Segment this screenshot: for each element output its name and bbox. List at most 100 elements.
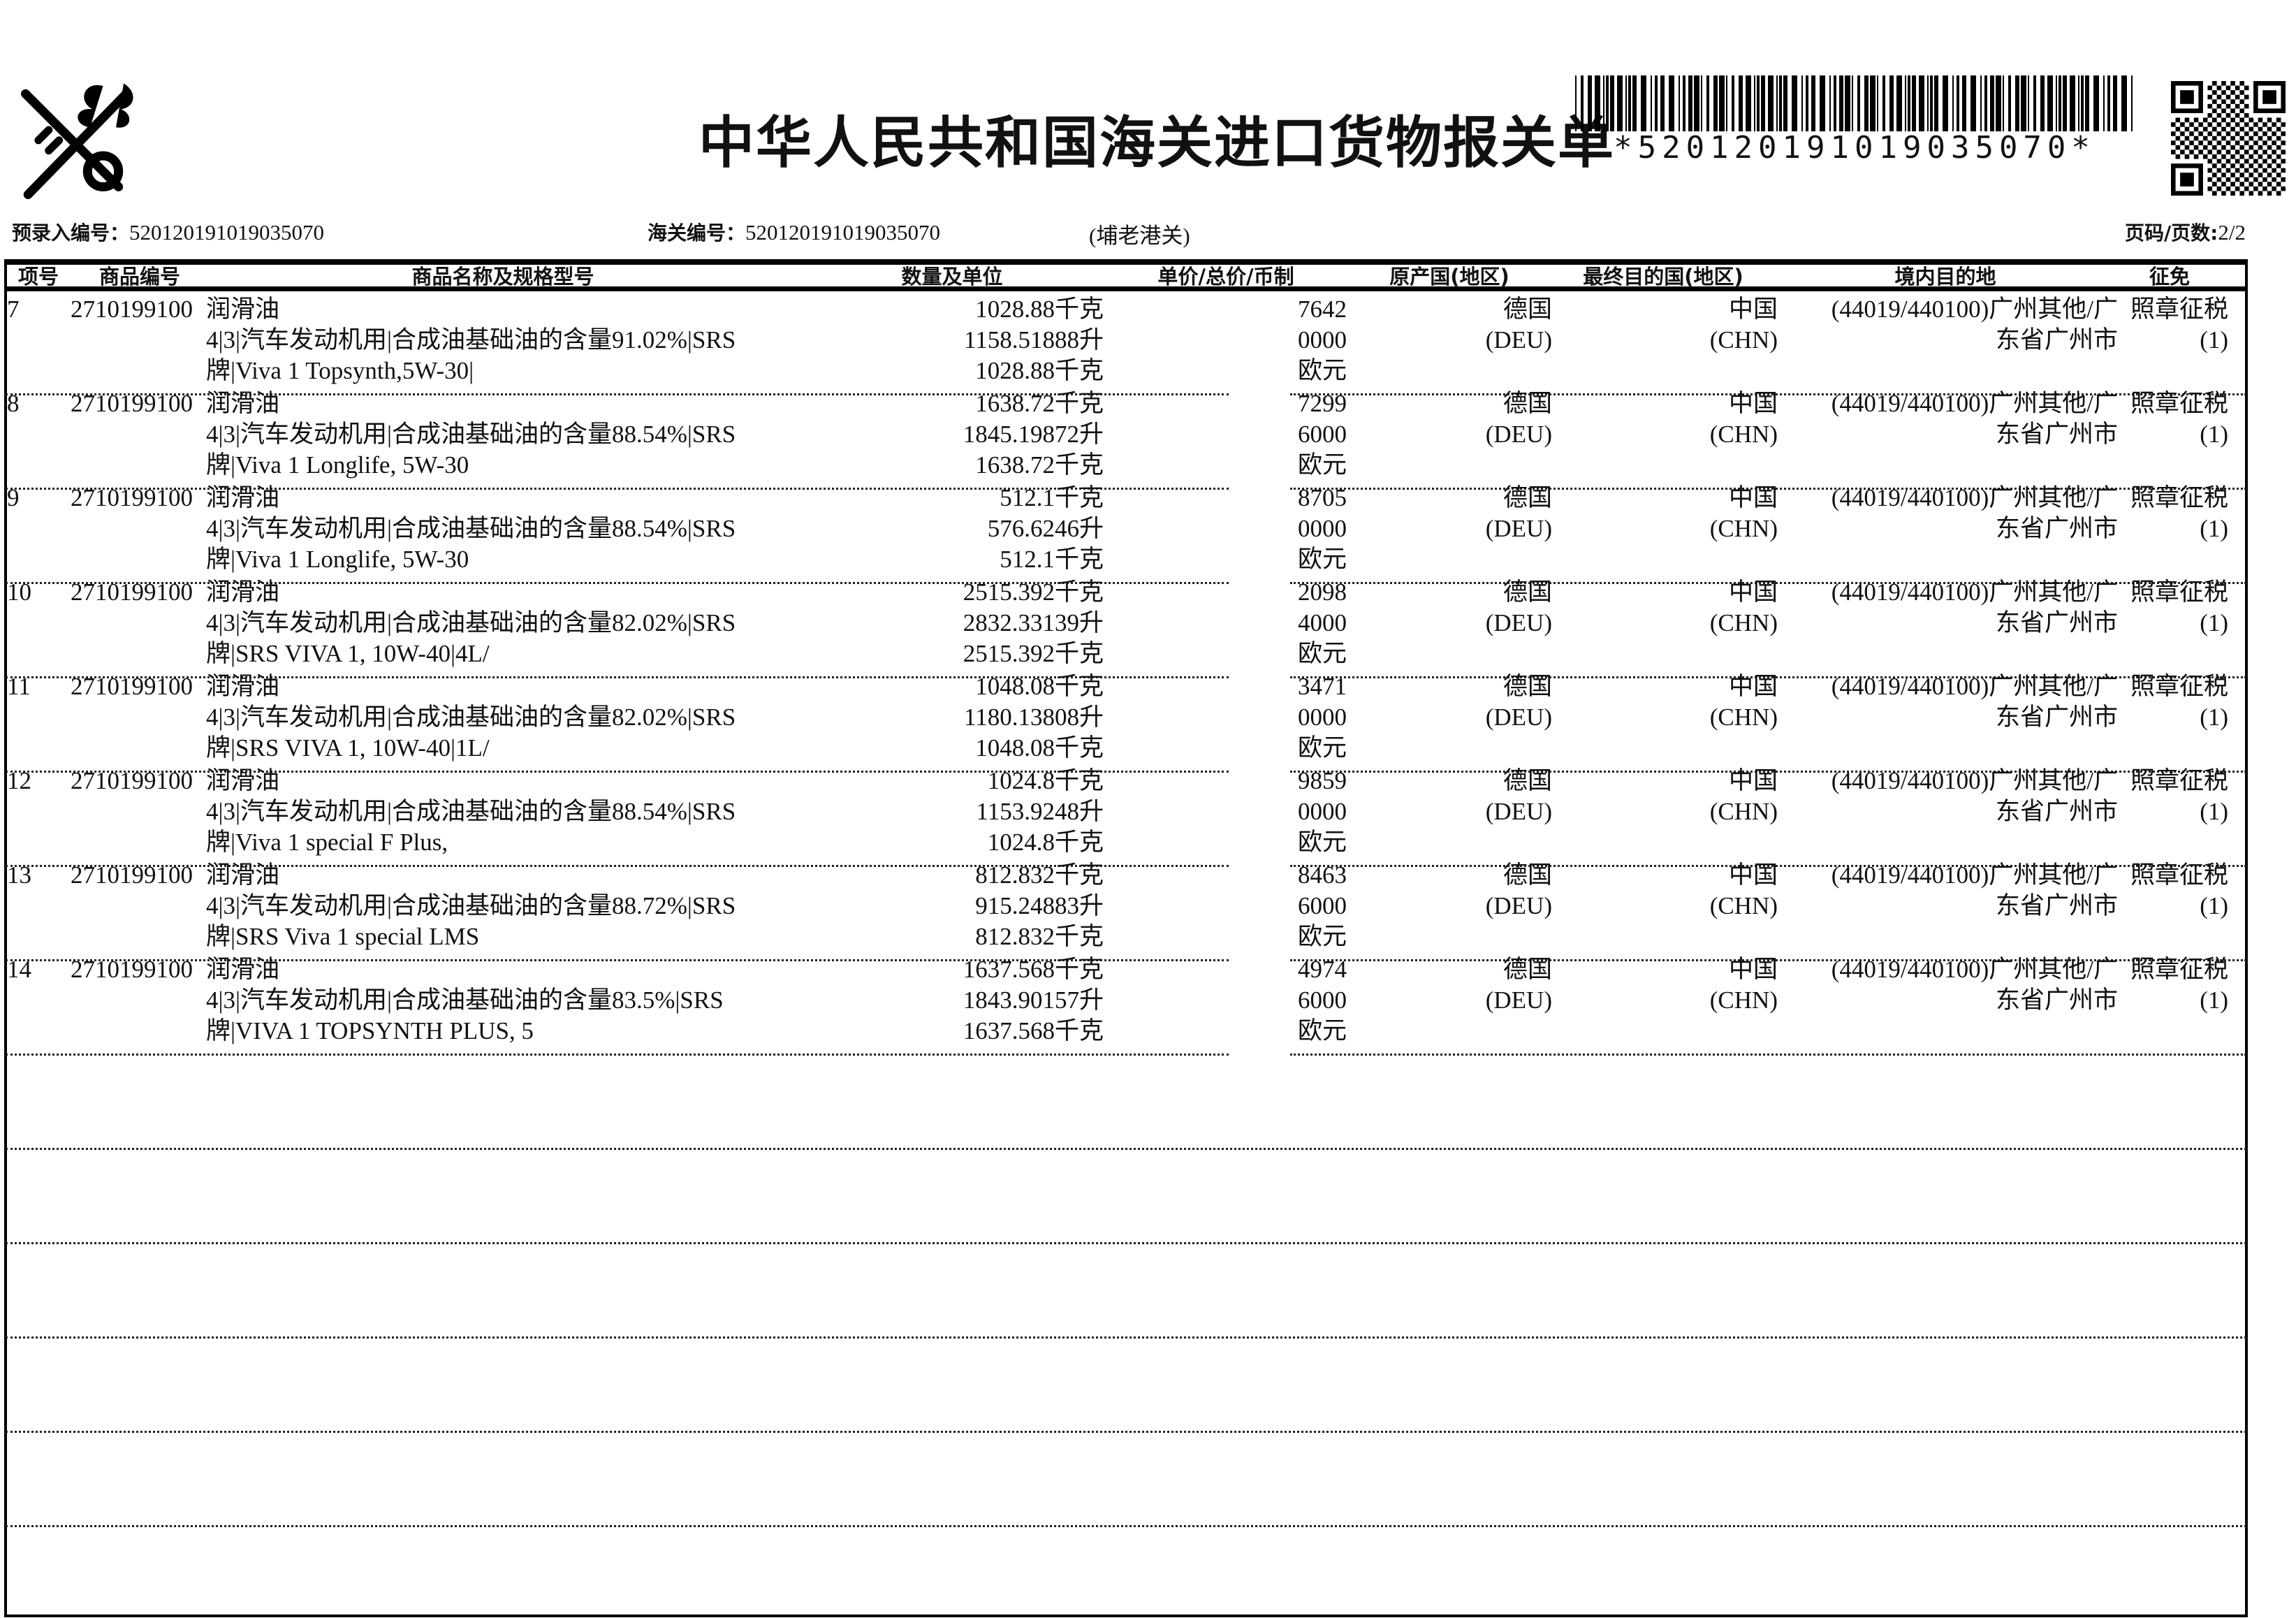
qr-module [2207,140,2213,145]
final-destination: (CHN) [1709,326,1778,354]
header-hs-code: 商品编号 [98,265,181,289]
qr-module [2258,117,2263,123]
qr-module [2221,81,2226,86]
barcode-bar [2093,75,2099,131]
qr-module [2175,126,2181,132]
qr-module [2239,182,2244,187]
qr-module [2258,182,2263,187]
qr-module [2225,122,2231,127]
barcode-bar [2059,75,2061,131]
qr-module [2239,163,2244,168]
barcode-bar [2103,75,2105,131]
qr-module [2221,173,2226,177]
row-separator [6,1054,1229,1056]
qr-module [2216,177,2222,182]
qr-module [2281,122,2286,127]
origin-country: (DEU) [1485,798,1552,825]
qr-module [2244,186,2249,191]
customs-value: 520120191019035070 [745,220,941,245]
row-separator [1290,393,2246,395]
qr-module [2249,136,2254,141]
product-name-line: 4|3|汽车发动机用|合成油基础油的含量88.72%|SRS [206,892,736,919]
qr-module [2267,173,2272,177]
price-line: 4000 [1298,609,1347,636]
final-destination: 中国 [1728,484,1778,511]
barcode-bar [1694,75,1699,131]
qr-module [2262,159,2267,164]
barcode-bar [1669,75,1674,131]
row-separator [1290,865,2246,867]
qr-module [2207,150,2213,154]
price-line: 8705 [1298,484,1347,511]
item-no: 8 [7,390,20,417]
quantity-line: 1638.72千克 [975,451,1104,479]
qr-module [2272,131,2276,136]
price-line: 7299 [1298,390,1347,417]
barcode-bar [1996,75,2001,131]
qr-module [2281,150,2286,154]
qr-module [2202,117,2208,123]
qr-module [2212,182,2217,187]
domestic-destination: 东省广州市 [1995,798,2118,825]
quantity-line: 1024.8千克 [987,767,1104,794]
levy-method: (1) [2200,892,2228,919]
barcode-bar [1655,75,1658,131]
qr-module [2253,186,2258,191]
row-separator [6,582,1229,584]
qr-module [2171,150,2176,154]
barcode-bar [2078,75,2079,131]
barcode-bar [1617,75,1623,131]
qr-module [2262,140,2267,145]
qr-module [2249,163,2254,168]
qr-module [2258,154,2263,159]
qr-module [2216,112,2222,118]
empty-row-separator [6,1525,2246,1527]
qr-module [2239,173,2244,177]
qr-module [2276,182,2281,187]
barcode-bar [1768,75,1774,131]
quantity-line: 915.24883升 [975,892,1104,919]
qr-module [2253,177,2258,182]
product-name-line: 润滑油 [206,578,280,606]
price-line: 欧元 [1298,546,1347,573]
qr-module [2258,173,2263,177]
qr-module [2180,173,2194,187]
product-name-line: 4|3|汽车发动机用|合成油基础油的含量88.54%|SRS [206,515,736,542]
barcode-bar [1610,75,1614,131]
levy-method: (1) [2200,986,2228,1014]
qr-module [2221,182,2226,187]
product-name-line: 牌|VIVA 1 TOPSYNTH PLUS, 5 [206,1017,534,1044]
price-line: 3471 [1298,673,1347,700]
qr-module [2239,108,2244,113]
qr-module [2239,154,2244,159]
qr-module [2221,191,2226,196]
barcode-bar [1588,75,1592,131]
qr-module [2230,90,2235,95]
qr-module [2244,94,2249,100]
barcode-bar [1651,75,1652,131]
qr-module [2212,90,2217,95]
quantity-line: 1843.90157升 [963,986,1104,1014]
qr-module [2249,182,2254,187]
domestic-destination: 东省广州市 [1995,421,2118,448]
pre-entry-value: 520120191019035070 [129,220,325,245]
row-separator [6,865,1229,867]
qr-module [2235,159,2240,164]
domestic-destination: (44019/440100)广州其他/广 [1831,767,2118,794]
qr-module [2184,154,2190,159]
qr-module [2272,122,2276,127]
product-name-line: 牌|Viva 1 Longlife, 5W-30 [206,546,469,573]
header-levy: 征免 [2149,265,2191,289]
qr-module [2272,168,2276,173]
qr-module [2207,159,2213,164]
quantity-line: 576.6246升 [987,515,1104,542]
qr-module [2202,136,2208,141]
product-name-line: 牌|SRS VIVA 1, 10W-40|4L/ [206,640,490,667]
goods-table [4,259,2248,1617]
price-line: 0000 [1298,515,1347,542]
product-name-line: 4|3|汽车发动机用|合成油基础油的含量88.54%|SRS [206,798,736,825]
barcode-bar [1581,75,1584,131]
quantity-line: 1845.19872升 [963,421,1104,448]
qr-module [2193,117,2199,123]
quantity-line: 1048.08千克 [975,673,1104,700]
